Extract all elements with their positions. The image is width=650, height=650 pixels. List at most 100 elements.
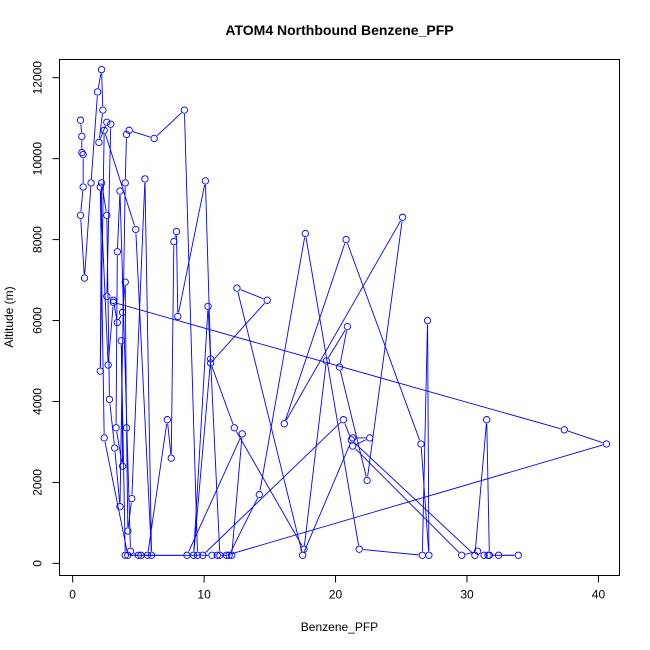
series-line-segment <box>304 364 327 546</box>
data-point <box>201 177 210 185</box>
data-point <box>141 175 149 183</box>
data-point <box>280 420 288 428</box>
data-point <box>204 302 212 311</box>
data-point <box>104 361 112 369</box>
y-axis: 0 2000 4000 6000 8000 10000 12000 <box>31 61 60 567</box>
data-point <box>112 424 120 432</box>
data-point <box>113 248 121 256</box>
series-line-segment <box>205 184 212 355</box>
series-line-segment <box>305 237 359 546</box>
y-tick-label: 10000 <box>31 142 45 176</box>
series-line-segment <box>344 423 351 437</box>
series-line-segment <box>237 291 303 552</box>
series-line-segment <box>211 366 234 425</box>
series-line-segment <box>285 220 401 421</box>
series-line-segment <box>120 344 124 463</box>
data-point <box>255 490 263 499</box>
data-point <box>116 503 124 511</box>
y-tick-label: 2000 <box>31 469 45 496</box>
series-line-segment <box>101 73 104 107</box>
data-point <box>423 316 432 325</box>
series-line-segment <box>126 431 129 527</box>
data-point <box>471 551 479 559</box>
series-line-segment <box>259 237 306 491</box>
data-point <box>238 430 246 438</box>
data-point <box>97 179 106 187</box>
data-point <box>398 213 407 221</box>
series-line-segment <box>144 182 152 552</box>
series-line-segment <box>235 431 303 546</box>
data-point <box>342 235 350 244</box>
x-axis-label: Benzene_PFP <box>301 620 378 634</box>
data-point <box>343 322 352 331</box>
data-point <box>96 367 104 375</box>
data-point <box>113 318 121 327</box>
data-point <box>480 551 488 559</box>
data-point <box>222 551 231 559</box>
data-point <box>79 183 87 191</box>
data-point <box>122 130 131 139</box>
data-point <box>170 237 178 246</box>
x-tick-label: 10 <box>197 588 211 602</box>
data-point <box>111 444 119 452</box>
data-point <box>299 551 307 559</box>
chart-title: ATOM4 Northbound Benzene_PFP <box>225 22 453 38</box>
series-line-segment <box>113 304 118 319</box>
data-point <box>116 187 124 195</box>
data-point <box>117 337 125 345</box>
data-point <box>233 284 241 292</box>
series-line-segment <box>131 182 146 495</box>
y-tick-label: 6000 <box>31 307 45 334</box>
data-point <box>213 551 221 559</box>
data-point <box>322 357 331 365</box>
series-line-segment <box>118 315 122 320</box>
series-line-segment <box>188 437 241 552</box>
data-point <box>207 359 215 367</box>
data-point <box>174 312 182 321</box>
x-tick-label: 40 <box>592 588 606 602</box>
series-line-segment <box>193 362 211 552</box>
data-point <box>76 116 85 124</box>
data-point <box>143 551 152 559</box>
series-line-segment <box>339 330 348 364</box>
data-point <box>339 416 348 424</box>
series-line-segment <box>193 310 209 552</box>
series-line-segment <box>567 430 603 444</box>
data-point <box>103 118 111 126</box>
series-line-segment <box>99 125 106 139</box>
series-line-segment <box>427 324 430 552</box>
series-line-segment <box>355 448 460 553</box>
data-point <box>124 527 132 535</box>
data-point <box>87 179 95 187</box>
data-point <box>147 551 156 559</box>
data-point <box>134 551 143 559</box>
data-point <box>109 296 118 304</box>
data-point <box>93 88 102 96</box>
series-line-segment <box>80 190 84 212</box>
data-point <box>124 551 132 559</box>
data-point <box>103 211 111 219</box>
series-line-segment <box>213 302 265 361</box>
series-line-segment <box>465 551 474 555</box>
x-tick-label: 20 <box>329 588 343 602</box>
series-line-segment <box>147 423 168 552</box>
data-point <box>483 416 491 424</box>
data-point <box>418 551 426 559</box>
series-line-segment <box>135 233 152 552</box>
data-point <box>228 551 236 559</box>
data-point <box>100 126 108 134</box>
data-point <box>80 274 89 282</box>
series-line-segment <box>230 444 603 555</box>
series-line-segment <box>109 403 115 445</box>
series-line-segment <box>80 124 82 133</box>
y-tick-label: 4000 <box>31 388 45 415</box>
data-point <box>473 547 482 555</box>
data-point <box>126 547 135 555</box>
series-line-segment <box>420 447 430 552</box>
series-line-segment <box>178 184 206 313</box>
data-point <box>150 134 158 143</box>
data-point <box>207 355 215 363</box>
data-point <box>97 65 106 74</box>
series-line-segment <box>97 73 102 89</box>
